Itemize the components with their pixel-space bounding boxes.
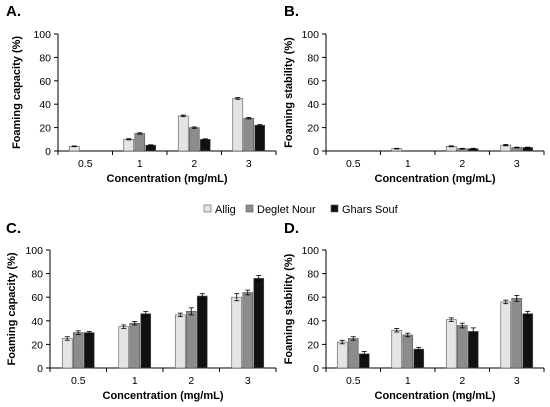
bar-allig bbox=[391, 329, 403, 369]
x-tick-label: 2 bbox=[459, 158, 465, 170]
y-tick-label: 60 bbox=[31, 292, 43, 304]
x-tick-label: 2 bbox=[191, 158, 197, 170]
y-tick-label: 100 bbox=[33, 29, 51, 41]
bar-deglet-nour bbox=[72, 332, 84, 369]
bar-allig bbox=[232, 98, 244, 152]
bar-deglet-nour bbox=[242, 292, 254, 369]
y-tick-label: 60 bbox=[39, 76, 51, 88]
y-axis-title: Foaming stability (%) bbox=[283, 253, 295, 364]
x-axis-title: Concentration (mg/mL) bbox=[107, 173, 228, 185]
bar-deglet-nour bbox=[185, 311, 197, 369]
x-tick-label: 2 bbox=[188, 375, 194, 387]
y-tick-label: 40 bbox=[307, 316, 319, 328]
legend-label: Allig bbox=[215, 204, 236, 216]
bar-deglet-nour bbox=[243, 117, 255, 152]
bar-allig bbox=[61, 338, 73, 369]
y-tick-label: 80 bbox=[39, 52, 51, 64]
x-tick-label: 0.5 bbox=[346, 375, 361, 387]
y-tick-label: 0 bbox=[45, 146, 51, 158]
bar-deglet-nour bbox=[188, 127, 200, 152]
y-tick-label: 40 bbox=[31, 316, 43, 328]
x-axis-title: Concentration (mg/mL) bbox=[375, 390, 496, 402]
y-tick-label: 100 bbox=[25, 245, 43, 257]
x-tick-label: 2 bbox=[459, 375, 465, 387]
legend-label: Deglet Nour bbox=[257, 204, 316, 216]
y-tick-label: 80 bbox=[307, 269, 319, 281]
y-tick-label: 60 bbox=[307, 292, 319, 304]
bar-allig bbox=[445, 319, 457, 369]
y-tick-label: 80 bbox=[31, 269, 43, 281]
bar-ghars-souf bbox=[467, 331, 479, 369]
bar-ghars-souf bbox=[254, 124, 266, 152]
panel-label: A. bbox=[6, 3, 21, 20]
bar-ghars-souf bbox=[145, 144, 157, 152]
x-tick-label: 1 bbox=[132, 375, 138, 387]
y-tick-label: 20 bbox=[307, 123, 319, 135]
x-tick-label: 1 bbox=[405, 158, 411, 170]
chart-panel-b: B. 0 20 40 60 80 100 0.5 1 2 3 Concentration (mg/mL… bbox=[283, 3, 545, 185]
x-tick-label: 0.5 bbox=[346, 158, 361, 170]
y-axis-title: Foaming capacity (%) bbox=[11, 36, 23, 149]
bar-ghars-souf bbox=[522, 313, 534, 369]
legend-swatch-allig bbox=[203, 204, 212, 213]
bar-ghars-souf bbox=[196, 295, 208, 369]
bar-allig bbox=[336, 341, 348, 369]
y-tick-label: 0 bbox=[313, 146, 319, 158]
bar-ghars-souf bbox=[83, 332, 95, 369]
bar-allig bbox=[177, 115, 189, 152]
y-axis-title: Foaming capacity (%) bbox=[6, 252, 18, 365]
legend-label: Ghars Souf bbox=[342, 204, 399, 216]
x-tick-label: 1 bbox=[405, 375, 411, 387]
bar-allig bbox=[231, 296, 243, 369]
y-tick-label: 100 bbox=[301, 245, 319, 257]
y-tick-label: 100 bbox=[301, 29, 319, 41]
y-tick-label: 40 bbox=[307, 99, 319, 111]
legend-swatch-ghars-souf bbox=[330, 204, 339, 213]
y-tick-label: 0 bbox=[313, 363, 319, 375]
panel-label: C. bbox=[6, 220, 21, 237]
panel-label: D. bbox=[284, 220, 299, 237]
bar-allig bbox=[118, 326, 130, 369]
x-tick-label: 0.5 bbox=[78, 158, 93, 170]
y-tick-label: 80 bbox=[307, 52, 319, 64]
y-axis-title: Foaming stability (%) bbox=[283, 37, 295, 148]
y-tick-label: 20 bbox=[307, 339, 319, 351]
x-axis-title: Concentration (mg/mL) bbox=[375, 173, 496, 185]
y-tick-label: 20 bbox=[39, 123, 51, 135]
bar-ghars-souf bbox=[253, 278, 265, 369]
bar-allig bbox=[174, 314, 186, 369]
y-tick-label: 20 bbox=[31, 339, 43, 351]
chart-panel-c: C. 0 20 40 60 80 100 0.5 1 2 3 Concentration (mg/mL… bbox=[6, 220, 277, 402]
chart-panel-a: A. 0 20 40 60 80 100 0.5 1 2 3 Concentration (mg/mL… bbox=[6, 3, 277, 185]
bar-allig bbox=[123, 139, 135, 152]
y-tick-label: 0 bbox=[37, 363, 43, 375]
legend: Allig Deglet Nour Ghars Souf bbox=[203, 204, 399, 216]
y-tick-label: 40 bbox=[39, 99, 51, 111]
panel-label: B. bbox=[284, 3, 299, 20]
x-tick-label: 1 bbox=[137, 158, 143, 170]
x-axis-title: Concentration (mg/mL) bbox=[103, 390, 224, 402]
bar-deglet-nour bbox=[129, 322, 141, 369]
chart-panel-d: D. 0 20 40 60 80 100 0.5 1 2 3 Concentration (mg/mL… bbox=[283, 220, 545, 402]
bar-ghars-souf bbox=[140, 313, 152, 369]
x-tick-label: 3 bbox=[514, 158, 520, 170]
bar-deglet-nour bbox=[134, 133, 146, 152]
bar-deglet-nour bbox=[511, 298, 523, 369]
x-tick-label: 3 bbox=[245, 375, 251, 387]
y-tick-label: 60 bbox=[307, 76, 319, 88]
x-tick-label: 0.5 bbox=[71, 375, 86, 387]
bar-deglet-nour bbox=[347, 338, 359, 369]
x-tick-label: 3 bbox=[246, 158, 252, 170]
x-tick-label: 3 bbox=[514, 375, 520, 387]
bar-deglet-nour bbox=[402, 334, 414, 369]
bar-ghars-souf bbox=[199, 139, 211, 152]
bar-allig bbox=[500, 301, 512, 369]
bar-ghars-souf bbox=[413, 348, 425, 369]
legend-swatch-deglet-nour bbox=[245, 204, 254, 213]
bar-deglet-nour bbox=[456, 325, 468, 369]
